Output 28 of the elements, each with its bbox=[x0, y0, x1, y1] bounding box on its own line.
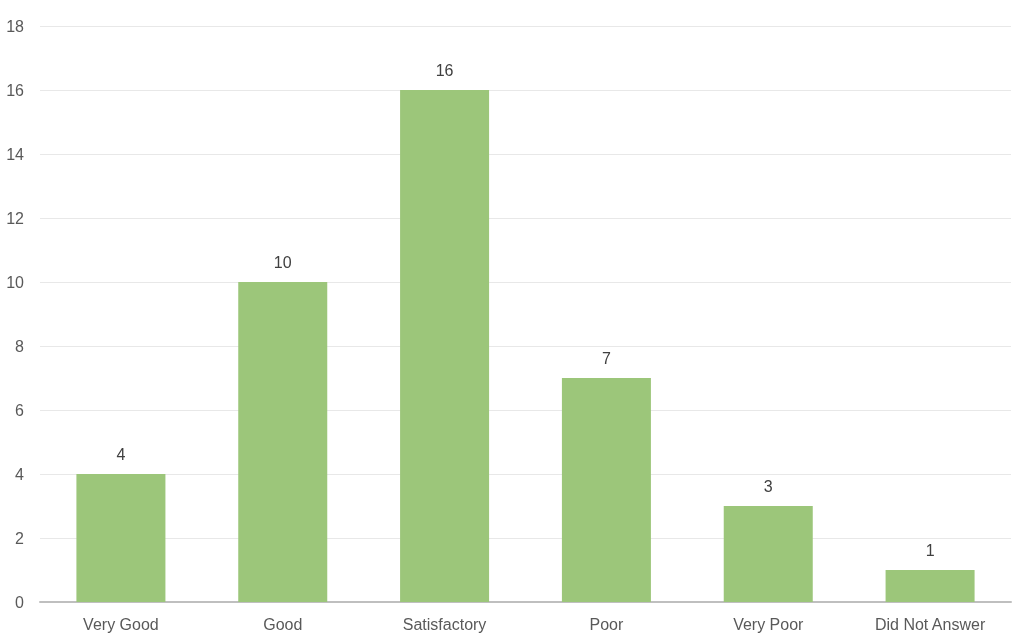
y-tick-label: 18 bbox=[6, 17, 25, 35]
bar bbox=[400, 90, 490, 602]
data-label: 10 bbox=[273, 253, 292, 271]
y-tick-label: 8 bbox=[15, 337, 25, 355]
y-tick-label: 12 bbox=[6, 209, 25, 227]
data-label: 3 bbox=[763, 477, 773, 495]
y-tick-label: 0 bbox=[15, 593, 25, 611]
data-label: 7 bbox=[601, 349, 611, 367]
y-tick-label: 4 bbox=[15, 465, 25, 483]
x-tick-label: Did Not Answer bbox=[874, 615, 986, 633]
y-tick-label: 2 bbox=[15, 529, 25, 547]
y-tick-label: 10 bbox=[6, 273, 25, 291]
data-label: 1 bbox=[925, 541, 935, 559]
data-label: 16 bbox=[435, 61, 454, 79]
bar bbox=[76, 474, 166, 602]
y-tick-label: 16 bbox=[6, 81, 25, 99]
x-tick-label: Very Poor bbox=[733, 615, 805, 633]
bar bbox=[238, 282, 328, 602]
bar bbox=[561, 378, 651, 602]
bar bbox=[885, 570, 975, 602]
y-tick-label: 6 bbox=[15, 401, 25, 419]
x-tick-label: Good bbox=[263, 615, 303, 633]
bar bbox=[723, 506, 813, 602]
y-tick-label: 14 bbox=[6, 145, 25, 163]
x-tick-label: Poor bbox=[589, 615, 624, 633]
data-label: 4 bbox=[116, 445, 126, 463]
x-tick-label: Satisfactory bbox=[402, 615, 487, 633]
x-tick-label: Very Good bbox=[83, 615, 159, 633]
